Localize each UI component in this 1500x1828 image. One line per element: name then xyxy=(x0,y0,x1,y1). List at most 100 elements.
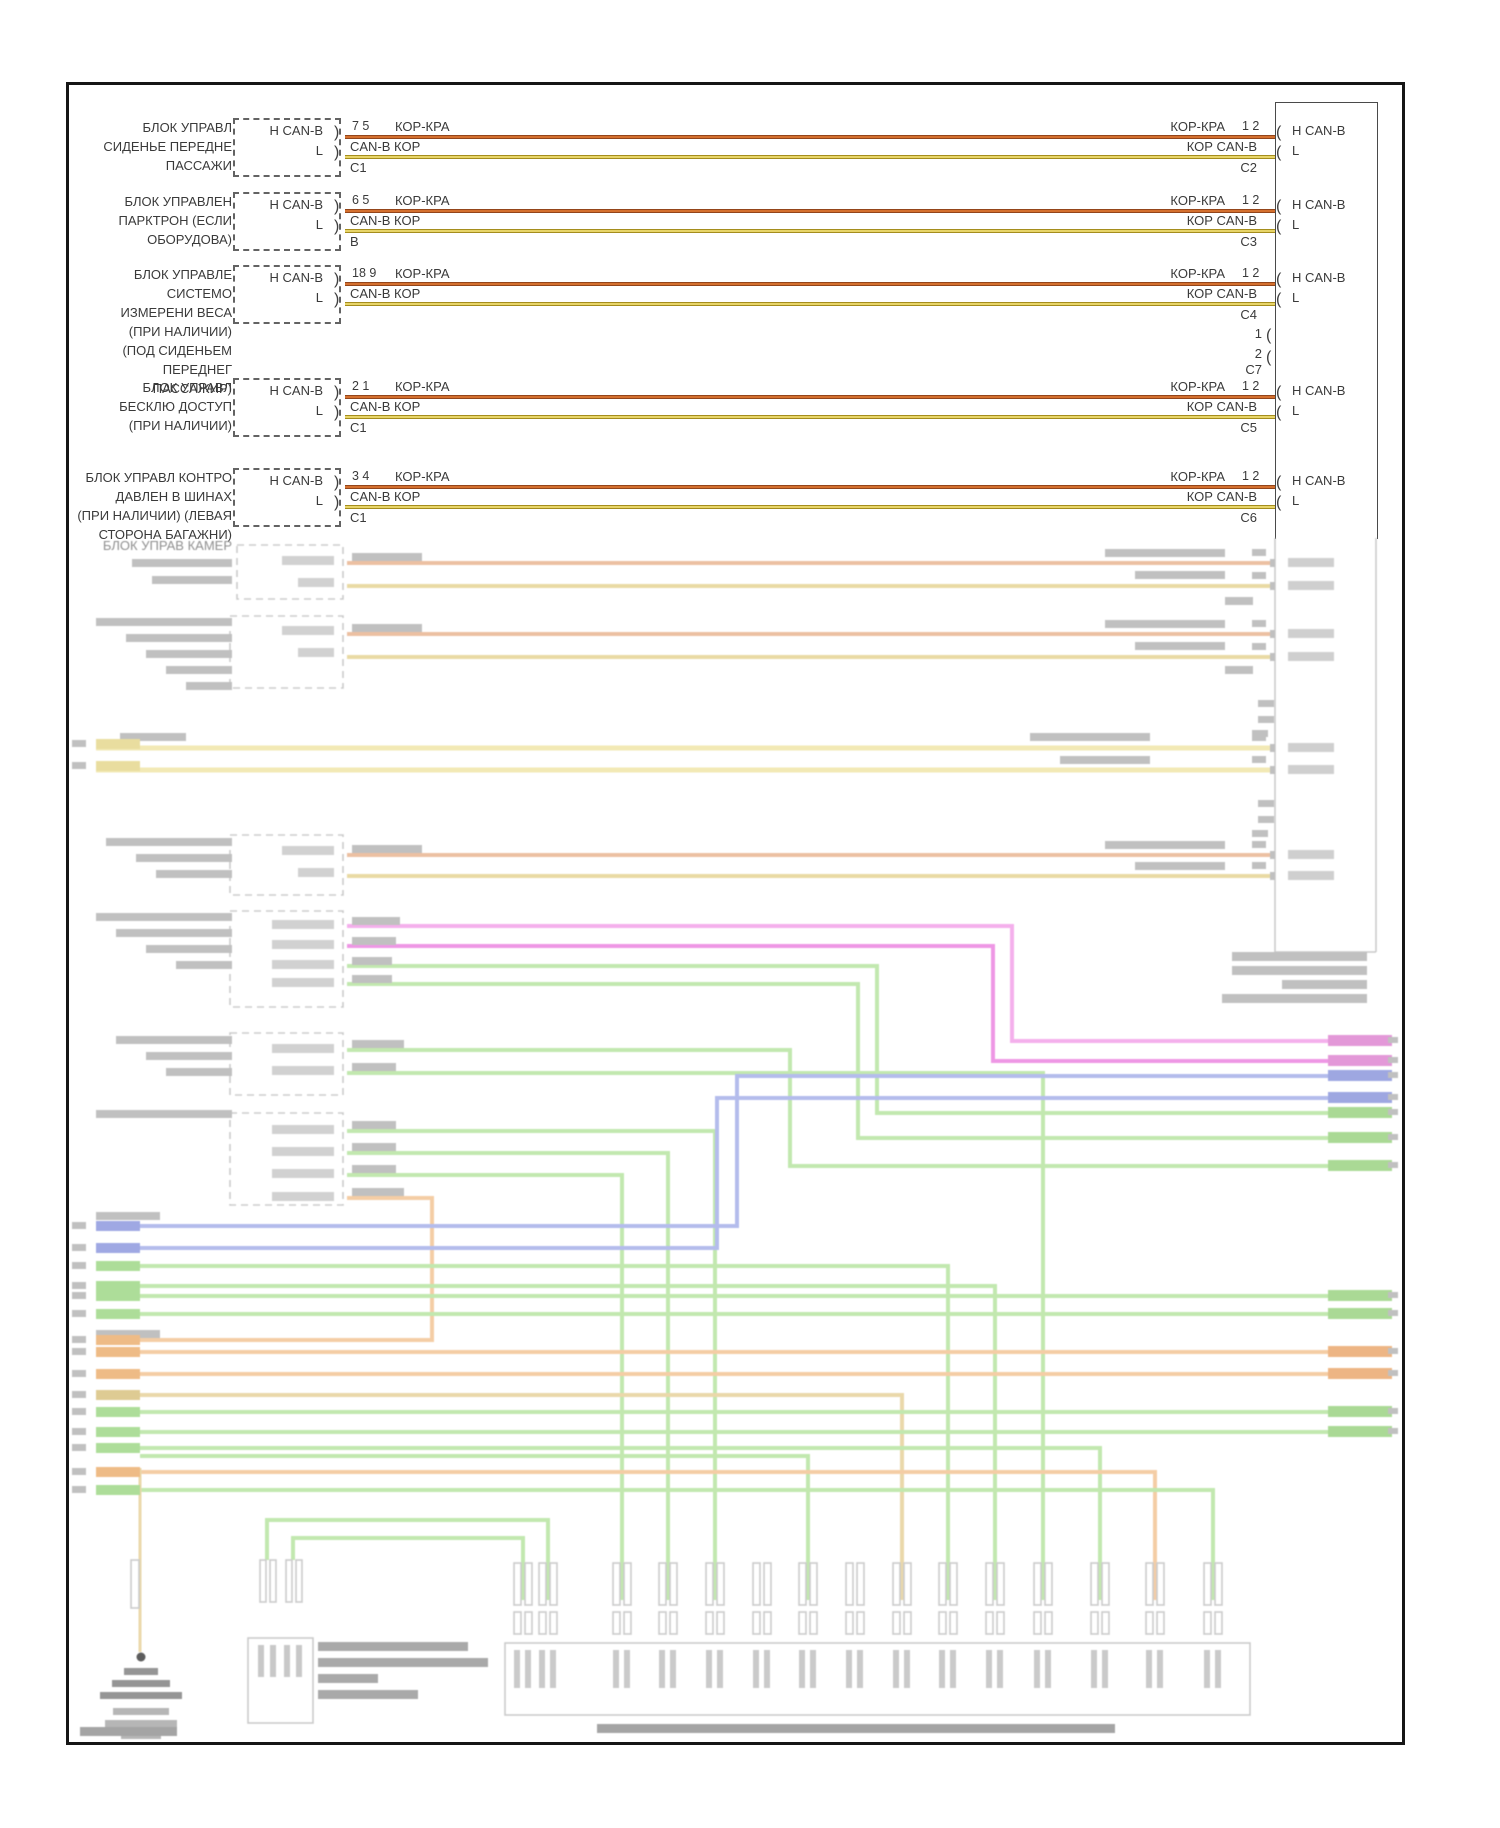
pin-numbers-right: 1 2 xyxy=(1242,469,1260,483)
connector-arc-icon: ) xyxy=(334,124,340,141)
stub-pin-2: 2 xyxy=(1254,346,1262,361)
stub-connector-id: C7 xyxy=(1245,362,1262,377)
wire-can-high xyxy=(345,209,1275,213)
wire-can-low xyxy=(345,229,1275,233)
wire-color-code-h: КОР-КРА xyxy=(395,119,450,134)
wire-color-code-h: КОР-КРА xyxy=(395,379,450,394)
connector-arc-icon: ( xyxy=(1276,218,1282,235)
wire-color-code-l: CAN-B КОР xyxy=(350,213,421,228)
connector-arc-icon: ( xyxy=(1276,384,1282,401)
device-label: БЛОК УПРАВЛЕ СИСТЕМО ИЗМЕРЕНИ ВЕСА (ПРИ НА… xyxy=(120,267,233,396)
wire-color-code-h-right: КОР-КРА xyxy=(1170,469,1225,484)
wire-color-code-h-right: КОР-КРА xyxy=(1170,119,1225,134)
wire-color-code-h: КОР-КРА xyxy=(395,469,450,484)
stub-pin-1: 1 xyxy=(1254,326,1262,341)
pin-numbers: 2 1 xyxy=(352,379,370,393)
connector-arc-icon: ( xyxy=(1276,124,1282,141)
pin-label-h: H CAN-B xyxy=(269,383,323,398)
pin-numbers: 7 5 xyxy=(352,119,370,133)
wire-color-code-h: КОР-КРА xyxy=(395,266,450,281)
pin-label-h: H CAN-B xyxy=(269,123,323,138)
connector-id-right: C3 xyxy=(1240,234,1257,249)
wire-color-code-h-right: КОР-КРА xyxy=(1170,266,1225,281)
device-box xyxy=(233,265,341,324)
pin-numbers-right: 1 2 xyxy=(1242,193,1260,207)
connector-id: C1 xyxy=(350,510,367,525)
pin-numbers: 18 9 xyxy=(352,266,377,280)
connector-arc-icon: ) xyxy=(334,271,340,288)
connector-id-right: C5 xyxy=(1240,420,1257,435)
connector-arc-icon: ) xyxy=(334,494,340,511)
wire-can-low xyxy=(345,155,1275,159)
connector-arc-icon: ) xyxy=(334,384,340,401)
bus-pin-label-h: H CAN-B xyxy=(1292,383,1346,398)
device-label: БЛОК УПРАВЛ КОНТРО ДАВЛЕН В ШИНАХ (ПРИ НАЛ… xyxy=(77,470,232,542)
bus-pin-label-h: H CAN-B xyxy=(1292,197,1346,212)
wire-can-high xyxy=(345,135,1275,139)
pin-label-h: H CAN-B xyxy=(269,270,323,285)
connector-id-right: C2 xyxy=(1240,160,1257,175)
device-label: БЛОК УПРАВЛ СИДЕНЬЕ ПЕРЕДНЕ ПАССАЖИ xyxy=(103,120,232,173)
wire-color-code-l-right: КОР CAN-B xyxy=(1186,286,1257,301)
wire-color-code-l: CAN-B КОР xyxy=(350,399,421,414)
device-label: БЛОК УПРАВЛ БЕСКЛЮ ДОСТУП (ПРИ НАЛИЧИИ) xyxy=(119,380,232,433)
connector-arc-icon: ( xyxy=(1276,494,1282,511)
wire-can-high xyxy=(345,282,1275,286)
connector-arc-icon: ( xyxy=(1276,474,1282,491)
connector-arc-icon: ( xyxy=(1276,271,1282,288)
bus-pin-label-l: L xyxy=(1292,290,1300,305)
connector-arc-icon: ( xyxy=(1266,327,1272,344)
wire-color-code-l-right: КОР CAN-B xyxy=(1186,139,1257,154)
faded-camera-block-label: БЛОК УПРАВ КАМЕР xyxy=(102,538,232,553)
wire-can-low xyxy=(345,505,1275,509)
pin-numbers-right: 1 2 xyxy=(1242,379,1260,393)
wire-color-code-l: CAN-B КОР xyxy=(350,489,421,504)
device-label: БЛОК УПРАВЛЕН ПАРКТРОН (ЕСЛИ ОБОРУДОВА) xyxy=(118,194,232,247)
wire-color-code-l-right: КОР CAN-B xyxy=(1186,213,1257,228)
connector-arc-icon: ) xyxy=(334,404,340,421)
wire-can-high xyxy=(345,485,1275,489)
wire-color-code-l-right: КОР CAN-B xyxy=(1186,489,1257,504)
connector-id: C1 xyxy=(350,420,367,435)
device-box xyxy=(233,468,341,527)
connector-arc-icon: ) xyxy=(334,291,340,308)
diagram-frame xyxy=(66,82,1405,1745)
wire-color-code-h-right: КОР-КРА xyxy=(1170,379,1225,394)
pin-label-h: H CAN-B xyxy=(269,473,323,488)
connector-arc-icon: ) xyxy=(334,144,340,161)
connector-id-right: C4 xyxy=(1240,307,1257,322)
device-box xyxy=(233,118,341,177)
pin-label-l: L xyxy=(315,143,323,158)
wire-color-code-h-right: КОР-КРА xyxy=(1170,193,1225,208)
wire-color-code-l: CAN-B КОР xyxy=(350,286,421,301)
wire-can-low xyxy=(345,302,1275,306)
pin-label-l: L xyxy=(315,493,323,508)
pin-label-l: L xyxy=(315,403,323,418)
pin-label-h: H CAN-B xyxy=(269,197,323,212)
pin-numbers: 6 5 xyxy=(352,193,370,207)
wire-color-code-h: КОР-КРА xyxy=(395,193,450,208)
connector-arc-icon: ( xyxy=(1276,198,1282,215)
wire-can-low xyxy=(345,415,1275,419)
connector-id: B xyxy=(350,234,359,249)
connector-id-right: C6 xyxy=(1240,510,1257,525)
connector-arc-icon: ( xyxy=(1276,144,1282,161)
connector-arc-icon: ) xyxy=(334,198,340,215)
connector-arc-icon: ) xyxy=(334,474,340,491)
wire-can-high xyxy=(345,395,1275,399)
connector-arc-icon: ( xyxy=(1266,349,1272,366)
connector-arc-icon: ( xyxy=(1276,404,1282,421)
bus-pin-label-h: H CAN-B xyxy=(1292,473,1346,488)
device-box xyxy=(233,378,341,437)
pin-numbers: 3 4 xyxy=(352,469,370,483)
bus-pin-label-l: L xyxy=(1292,403,1300,418)
pin-numbers-right: 1 2 xyxy=(1242,119,1260,133)
pin-label-l: L xyxy=(315,290,323,305)
bus-pin-label-h: H CAN-B xyxy=(1292,270,1346,285)
wire-color-code-l: CAN-B КОР xyxy=(350,139,421,154)
bus-pin-label-l: L xyxy=(1292,493,1300,508)
device-box xyxy=(233,192,341,251)
connector-id: C1 xyxy=(350,160,367,175)
bus-pin-label-l: L xyxy=(1292,217,1300,232)
